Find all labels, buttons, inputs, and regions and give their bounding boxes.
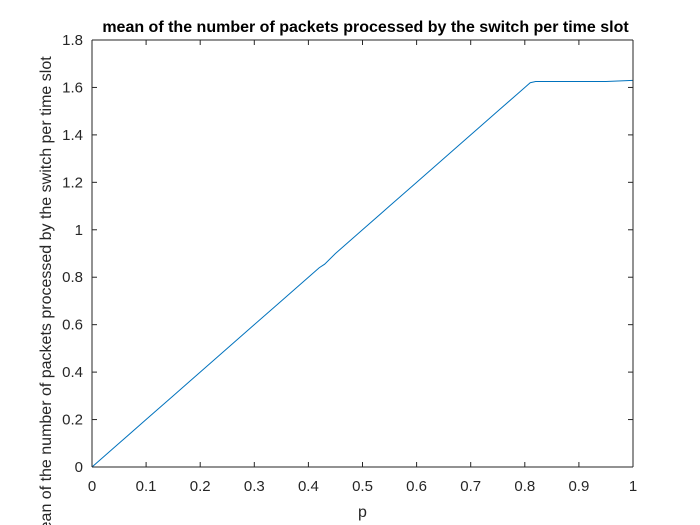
- y-tick-label: 1.2: [62, 174, 83, 191]
- x-tick-label: 0: [88, 478, 96, 495]
- x-tick-label: 0.1: [136, 478, 157, 495]
- x-axis-label: p: [358, 504, 367, 521]
- y-tick-label: 0.8: [62, 269, 83, 286]
- y-axis-label: mean of the number of packets processed …: [38, 56, 55, 525]
- ticks-layer: 0 0.1 0.2 0.3 0.4 0.5 0.6 0.7 0.8 0.9 1 0 0.2 0.4 0.6 0…: [62, 32, 637, 495]
- x-tick-label: 0.4: [298, 478, 319, 495]
- y-tick-label: 0.6: [62, 317, 83, 334]
- y-tick-label: 1.6: [62, 79, 83, 96]
- series-layer: [91, 79, 634, 468]
- x-tick-label: 0.5: [352, 478, 373, 495]
- x-tick-label: 0.3: [244, 478, 265, 495]
- plot-area: [92, 40, 633, 467]
- y-tick-label: 0.2: [62, 412, 83, 429]
- y-tick-label: 0.4: [62, 364, 83, 381]
- x-tick-label: 0.7: [460, 478, 481, 495]
- x-tick-label: 0.8: [514, 478, 535, 495]
- x-tick-label: 0.6: [406, 478, 427, 495]
- x-tick-label: 0.9: [568, 478, 589, 495]
- x-tick-label: 1: [629, 478, 637, 495]
- x-tick-label: 0.2: [190, 478, 211, 495]
- chart-title: mean of the number of packets processed …: [102, 19, 629, 36]
- y-tick-label: 1: [75, 222, 83, 239]
- series-line-1: [91, 79, 634, 468]
- y-tick-label: 1.4: [62, 127, 83, 144]
- y-tick-label: 1.8: [62, 32, 83, 49]
- y-tick-label: 0: [75, 459, 83, 476]
